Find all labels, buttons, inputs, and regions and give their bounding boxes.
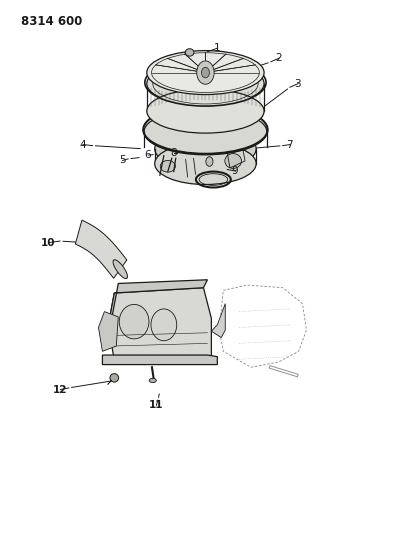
Ellipse shape: [151, 309, 177, 341]
Text: 10: 10: [41, 238, 55, 248]
Text: 4: 4: [79, 140, 86, 150]
Text: 3: 3: [294, 78, 301, 88]
Ellipse shape: [155, 128, 256, 169]
Text: 5: 5: [119, 156, 126, 165]
Ellipse shape: [225, 154, 241, 168]
Text: 11: 11: [149, 400, 163, 410]
Text: 1: 1: [214, 43, 221, 53]
Text: 7: 7: [286, 140, 293, 150]
Ellipse shape: [119, 304, 149, 339]
Ellipse shape: [144, 109, 267, 155]
Polygon shape: [99, 312, 118, 351]
Text: 8314 600: 8314 600: [21, 14, 83, 28]
Circle shape: [206, 157, 213, 166]
Ellipse shape: [113, 260, 127, 279]
Text: 8: 8: [170, 148, 177, 158]
Text: 2: 2: [275, 53, 282, 63]
Ellipse shape: [110, 374, 119, 382]
Polygon shape: [211, 304, 225, 337]
Ellipse shape: [185, 49, 194, 56]
Ellipse shape: [155, 143, 256, 184]
Ellipse shape: [147, 89, 264, 133]
Polygon shape: [109, 280, 207, 325]
Text: 6: 6: [145, 150, 151, 160]
Ellipse shape: [160, 160, 175, 172]
Polygon shape: [109, 288, 211, 361]
Circle shape: [197, 61, 214, 84]
Ellipse shape: [149, 378, 156, 383]
Ellipse shape: [147, 62, 264, 106]
Polygon shape: [75, 220, 127, 278]
Circle shape: [201, 67, 209, 78]
Ellipse shape: [147, 51, 264, 94]
Text: 12: 12: [53, 384, 67, 394]
Polygon shape: [103, 355, 217, 365]
Text: 9: 9: [232, 166, 239, 176]
